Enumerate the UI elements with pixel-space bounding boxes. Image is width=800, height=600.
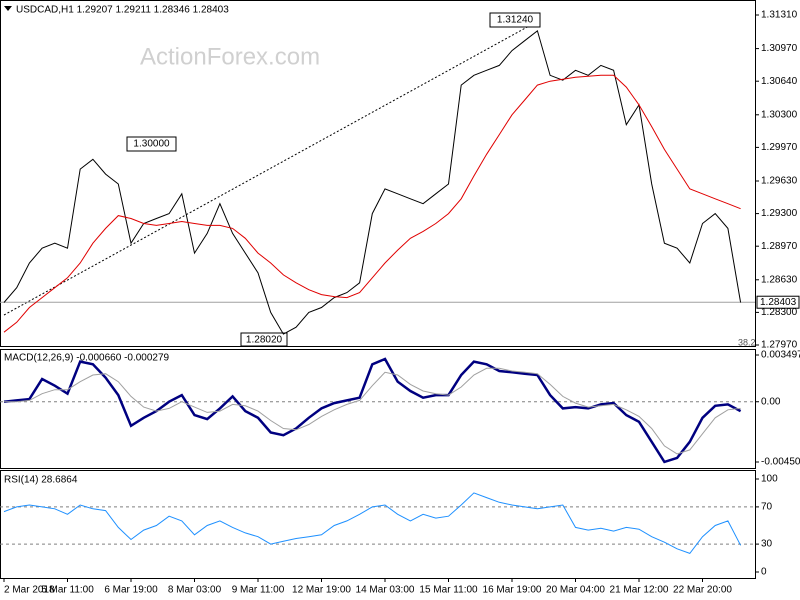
x-tick-label: 8 Mar 03:00 (168, 585, 222, 596)
y-tick-label: 1.30300 (761, 109, 798, 120)
y-tick-label: 1.30640 (761, 76, 798, 87)
x-tick-label: 9 Mar 11:00 (232, 585, 285, 596)
y-tick-label: 1.29300 (761, 208, 798, 219)
series-line (3, 357, 742, 464)
panel-title: MACD(12,26,9) -0.000660 -0.000279 (4, 353, 170, 364)
trend-line (3, 19, 541, 316)
watermark: ActionForex.com (140, 43, 320, 70)
macd-panel (0, 349, 756, 469)
x-tick-label: 14 Mar 03:00 (356, 585, 415, 596)
y-tick-label: 1.28300 (761, 307, 798, 318)
panel-title: RSI(14) 28.6864 (4, 475, 78, 486)
chart-title: USDCAD,H1 1.29207 1.29211 1.28346 1.2840… (16, 5, 229, 16)
series-line (3, 29, 742, 335)
series-line (3, 74, 741, 333)
x-tick-label: 15 Mar 11:00 (419, 585, 478, 596)
current-price-label: 1.28403 (760, 297, 797, 308)
y-tick-label: 1.29630 (761, 176, 798, 187)
annotation: 1.30000 (133, 139, 170, 150)
annotation: 38.2 (738, 337, 756, 347)
y-tick-label: 0.00 (761, 396, 781, 407)
y-tick-label: 1.28970 (761, 241, 798, 252)
annotation-box (126, 136, 177, 152)
series-line (4, 367, 741, 455)
x-tick-label: 16 Mar 19:00 (483, 585, 542, 596)
x-tick-label: 21 Mar 12:00 (610, 585, 669, 596)
y-tick-label: 0 (761, 567, 767, 578)
x-tick-label: 22 Mar 20:00 (673, 585, 732, 596)
y-tick-label: 30 (761, 539, 773, 550)
y-tick-label: 70 (761, 502, 773, 513)
y-tick-label: 1.28630 (761, 274, 798, 285)
current-price-box (756, 295, 800, 309)
y-tick-label: 0.003497 (761, 350, 800, 361)
y-tick-label: 1.30970 (761, 43, 798, 54)
main-panel (0, 0, 756, 347)
x-tick-label: 12 Mar 19:00 (292, 585, 351, 596)
x-tick-label: 20 Mar 04:00 (546, 585, 605, 596)
title-arrow (4, 6, 12, 11)
annotation: 1.31240 (497, 15, 534, 26)
y-tick-label: -0.004508 (761, 457, 800, 468)
annotation-box (240, 332, 288, 347)
x-tick-label: 6 Mar 19:00 (104, 585, 158, 596)
y-tick-label: 100 (761, 474, 778, 485)
y-tick-label: 1.29970 (761, 142, 798, 153)
x-tick-label: 2 Mar 2018 (4, 585, 55, 596)
annotation-box (489, 12, 541, 28)
y-tick-label: 1.27970 (761, 340, 798, 351)
rsi-panel (0, 470, 756, 579)
annotation: 1.28020 (246, 335, 283, 346)
y-tick-label: 1.31310 (761, 10, 798, 21)
x-tick-label: 5 Mar 11:00 (41, 585, 94, 596)
series-line (3, 492, 742, 554)
